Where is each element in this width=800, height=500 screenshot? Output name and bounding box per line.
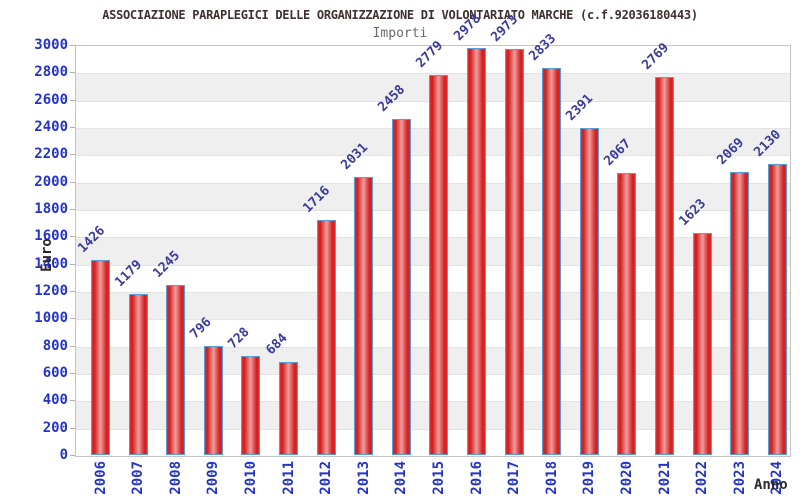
y-tick-label: 2000 [34, 173, 68, 190]
y-tick-label: 1000 [34, 310, 68, 327]
plot-band [76, 46, 790, 74]
bar-2014 [391, 119, 411, 455]
y-tick-mark [70, 236, 75, 238]
y-tick-label: 800 [42, 337, 68, 354]
chart-title: ASSOCIAZIONE PARAPLEGICI DELLE ORGANIZZA… [102, 8, 698, 22]
y-tick-label: 1800 [34, 201, 68, 217]
y-tick-label: 1600 [34, 228, 68, 245]
y-tick-mark [70, 318, 75, 320]
bar-2010 [241, 355, 261, 455]
y-tick-mark [70, 263, 75, 265]
y-tick-mark [70, 455, 75, 456]
bar-2007 [128, 293, 148, 455]
bar-2022 [692, 233, 712, 455]
y-tick-label: 2600 [34, 91, 68, 108]
gridline [76, 73, 790, 75]
y-tick-label: 2200 [34, 146, 68, 163]
y-tick-label: 1200 [34, 283, 68, 299]
bar-2006 [91, 260, 110, 455]
y-tick-mark [70, 209, 75, 210]
bar-2018 [542, 67, 562, 455]
x-tick-label: 2014 [393, 461, 410, 495]
x-tick-label: 2007 [130, 461, 147, 495]
x-tick-label: 2010 [242, 461, 259, 495]
y-tick-mark [70, 45, 75, 46]
y-tick-mark [70, 400, 75, 402]
bar-2013 [354, 177, 374, 455]
x-tick-label: 2008 [167, 461, 184, 495]
x-tick-label: 2012 [318, 461, 335, 495]
y-tick-label: 0 [59, 447, 68, 463]
y-tick-mark [70, 345, 75, 347]
x-tick-label: 2015 [430, 461, 447, 495]
x-tick-label: 2022 [694, 461, 711, 495]
y-tick-label: 400 [42, 392, 68, 409]
y-tick-mark [70, 427, 75, 429]
bar-2012 [316, 220, 336, 455]
x-tick-label: 2018 [543, 461, 560, 495]
bar-2021 [655, 76, 674, 455]
bar-2016 [467, 48, 486, 455]
x-tick-label: 2006 [92, 461, 109, 495]
y-tick-mark [70, 127, 75, 128]
y-tick-mark [70, 291, 75, 292]
x-tick-label: 2013 [355, 461, 372, 495]
x-tick-label: 2020 [618, 461, 635, 495]
y-tick-label: 2400 [34, 119, 68, 135]
y-axis-title: Euro [39, 238, 55, 272]
bar-2009 [203, 346, 223, 455]
x-tick-label: 2019 [581, 461, 598, 495]
x-tick-label: 2016 [468, 461, 485, 495]
bar-2017 [504, 48, 524, 455]
y-tick-mark [70, 154, 75, 156]
bar-2023 [730, 172, 750, 455]
x-tick-label: 2021 [656, 461, 673, 495]
y-tick-mark [70, 373, 75, 374]
x-axis-title: Anno [754, 477, 788, 493]
chart-subtitle: Importi [372, 26, 428, 41]
y-tick-label: 600 [42, 365, 68, 381]
y-tick-label: 1400 [34, 255, 68, 272]
y-tick-mark [70, 99, 75, 101]
y-tick-mark [70, 72, 75, 74]
bar-2024 [767, 163, 787, 455]
x-tick-label: 2009 [205, 461, 222, 495]
bar-2011 [279, 361, 298, 455]
bar-2015 [429, 75, 449, 455]
bar-2008 [166, 284, 186, 455]
y-tick-label: 200 [42, 419, 68, 436]
x-tick-label: 2011 [280, 461, 297, 495]
bar-2019 [579, 128, 599, 455]
y-tick-mark [70, 181, 75, 183]
x-tick-label: 2017 [506, 461, 523, 495]
bar-2020 [617, 172, 637, 455]
y-tick-label: 3000 [34, 37, 68, 53]
x-tick-label: 2023 [731, 461, 748, 495]
y-tick-label: 2800 [34, 64, 68, 81]
